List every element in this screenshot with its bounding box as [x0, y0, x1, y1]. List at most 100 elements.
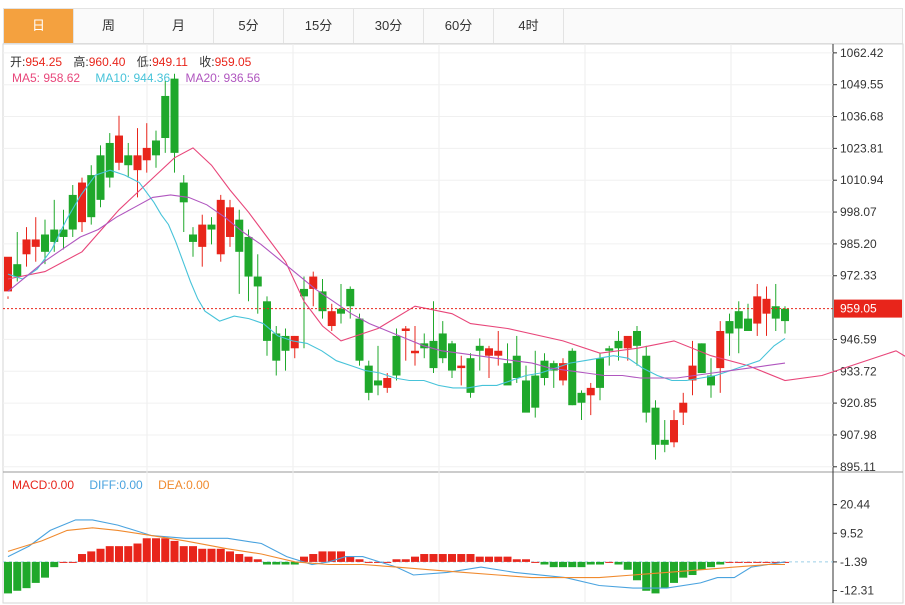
macd-legend: MACD:0.00 DIFF:0.00 DEA:0.00 [12, 478, 209, 492]
macd-bar-64 [596, 561, 604, 565]
macd-bar-19 [179, 546, 188, 562]
tab-7[interactable]: 4时 [494, 9, 564, 43]
macd-bar-2 [22, 561, 31, 589]
macd-bar-51 [475, 556, 484, 562]
candle-body-34 [318, 291, 327, 312]
candle-body-11 [105, 142, 114, 178]
macd-bar-73 [679, 561, 688, 578]
macd-bar-29 [272, 561, 281, 565]
macd-bar-83 [771, 561, 780, 563]
close-label: 收: [199, 55, 215, 69]
macd-bar-80 [744, 561, 752, 563]
candle-body-71 [660, 439, 669, 445]
macd-bar-11 [105, 546, 114, 562]
tab-0[interactable]: 日 [4, 9, 74, 43]
candle-body-6 [59, 229, 68, 237]
diff-label: DIFF: [89, 478, 120, 492]
macd-bar-37 [346, 556, 355, 562]
macd-bar-32 [300, 556, 308, 562]
candle-body-73 [679, 402, 688, 413]
macd-bar-81 [753, 561, 762, 563]
macd-bar-43 [401, 559, 410, 562]
candle-body-30 [281, 335, 290, 351]
candle-body-42 [392, 335, 401, 376]
candle-body-83 [771, 306, 780, 319]
candle-body-12 [115, 135, 123, 163]
macd-bar-22 [207, 548, 216, 562]
y-tick-label-10: 933.72 [840, 364, 877, 378]
y-tick-label-13: 895.11 [840, 460, 876, 474]
macd-bar-82 [762, 561, 771, 563]
candle-body-60 [559, 363, 567, 381]
candle-body-68 [633, 330, 641, 346]
tab-4[interactable]: 15分 [284, 9, 354, 43]
ma5-value: 958.62 [43, 71, 81, 85]
macd-bar-67 [623, 561, 632, 570]
tab-2[interactable]: 月 [144, 9, 214, 43]
y-tick-label-6: 985.20 [840, 237, 877, 251]
macd-label: MACD: [12, 478, 51, 492]
macd-bar-4 [41, 561, 49, 578]
candle-body-54 [503, 363, 512, 386]
macd-bar-13 [124, 546, 133, 562]
dea-line [7, 527, 785, 579]
macd-bar-61 [568, 561, 577, 568]
tab-1[interactable]: 周 [74, 9, 144, 43]
candle-body-69 [642, 355, 651, 413]
candle-body-53 [494, 350, 503, 356]
candle-body-82 [762, 298, 771, 314]
open-label: 开: [10, 55, 26, 69]
candle-body-57 [531, 375, 540, 408]
macd-bar-60 [559, 561, 567, 568]
macd-bar-3 [31, 561, 40, 583]
candle-body-61 [568, 350, 577, 406]
macd-bar-1 [13, 561, 22, 591]
macd-bar-34 [318, 551, 327, 562]
tab-3[interactable]: 5分 [214, 9, 284, 43]
candle-body-14 [133, 155, 142, 171]
ma5-line [7, 147, 905, 382]
candle-body-63 [586, 387, 595, 396]
tab-6[interactable]: 60分 [424, 9, 494, 43]
y-tick-label-9: 946.59 [840, 332, 877, 346]
candle-body-47 [438, 333, 447, 359]
candle-body-38 [355, 318, 364, 361]
macd-bar-24 [226, 551, 234, 562]
candle-body-36 [337, 308, 345, 314]
macd-bar-76 [707, 561, 715, 568]
candle-body-26 [244, 236, 253, 277]
diff-line [7, 519, 786, 589]
macd-bar-52 [485, 556, 493, 562]
dea-label: DEA: [158, 478, 187, 492]
candle-body-33 [309, 276, 318, 289]
macd-bar-39 [364, 561, 373, 563]
high-value: 960.40 [88, 55, 126, 69]
candle-body-48 [448, 343, 456, 371]
candle-body-76 [707, 375, 715, 386]
macd-bar-46 [429, 554, 438, 562]
candle-body-27 [253, 276, 262, 287]
macd-bar-27 [253, 559, 262, 562]
candle-body-79 [734, 311, 743, 329]
macd-bar-8 [78, 554, 86, 562]
macd-bar-42 [392, 559, 401, 562]
ma20-line [7, 194, 786, 379]
dea-value: 0.00 [186, 478, 210, 492]
macd-bar-55 [512, 559, 521, 562]
ma-legend: MA5: 958.62 MA10: 944.36 MA20: 936.56 [12, 71, 260, 85]
macd-bar-15 [142, 538, 151, 562]
y-tick-label-7: 972.33 [840, 269, 877, 283]
candle-body-70 [651, 407, 660, 445]
macd-tick-label-3: -12.31 [840, 584, 874, 598]
macd-bar-23 [216, 548, 225, 562]
macd-bar-30 [281, 561, 290, 565]
candle-body-59 [549, 363, 558, 371]
tab-5[interactable]: 30分 [354, 9, 424, 43]
y-tick-label-11: 920.85 [840, 396, 877, 410]
candle-body-46 [429, 340, 438, 369]
macd-bar-14 [133, 543, 142, 562]
macd-bar-77 [716, 561, 725, 565]
candle-body-58 [540, 360, 549, 378]
candle-body-23 [216, 199, 225, 255]
